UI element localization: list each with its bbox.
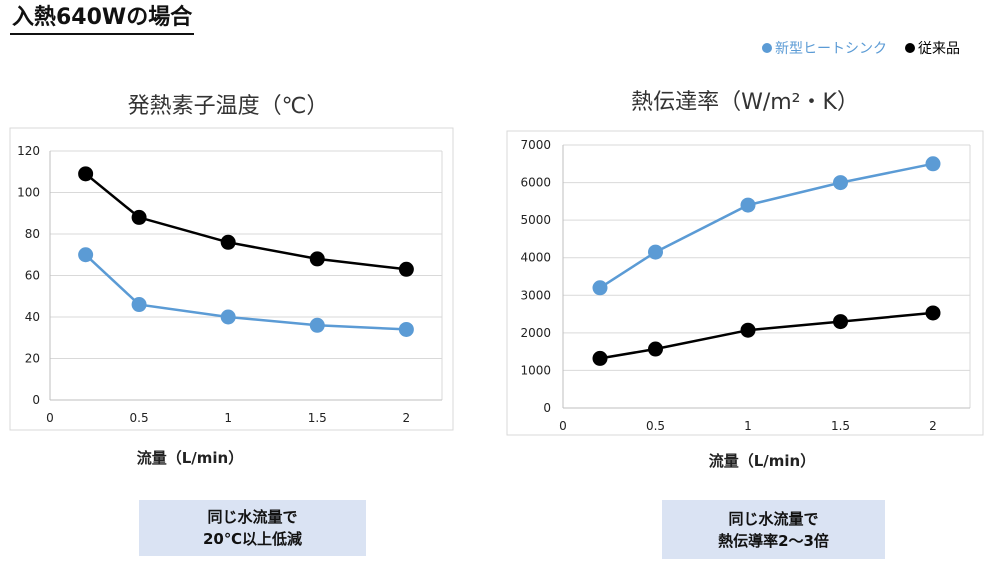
x-tick-label: 0 [46, 411, 54, 425]
note-line: 熱伝導率2～3倍 [718, 531, 829, 550]
note-box-heat-transfer: 同じ水流量で 熱伝導率2～3倍 [662, 500, 885, 559]
x-tick-label: 0.5 [130, 411, 149, 425]
x-tick-label: 0 [559, 419, 567, 433]
x-tick-label: 1 [744, 419, 752, 433]
y-tick-label: 6000 [520, 176, 551, 190]
data-point [78, 247, 94, 263]
x-tick-label: 0.5 [646, 419, 665, 433]
data-point [740, 197, 756, 213]
x-axis-label: 流量（L/min） [137, 449, 244, 467]
data-point [220, 234, 236, 250]
data-point [398, 321, 414, 337]
y-tick-label: 4000 [520, 251, 551, 265]
x-tick-label: 1 [224, 411, 232, 425]
data-point [833, 314, 848, 330]
data-point [398, 261, 414, 277]
data-point [925, 305, 941, 321]
data-point [833, 175, 848, 191]
y-tick-label: 60 [25, 269, 40, 283]
data-point [131, 297, 147, 313]
chart-frame [9, 127, 454, 431]
note-line: 同じ水流量で [207, 508, 298, 526]
y-tick-label: 0 [32, 393, 40, 407]
chart-title: 発熱素子温度（℃） [128, 94, 329, 119]
x-tick-label: 2 [403, 411, 411, 425]
note-line: 20℃以上低減 [202, 530, 303, 548]
data-point [592, 350, 608, 366]
legend: 新型ヒートシンク 従来品 [762, 38, 960, 58]
y-tick-label: 5000 [520, 213, 551, 227]
heat-transfer-chart: 熱伝達率（W/m²・K） 0 1000 2000 3000 4000 5000 6000 700… [506, 90, 984, 470]
data-point [309, 317, 325, 333]
page-heading: 入熱640Wの場合 [10, 4, 195, 35]
y-tick-label: 80 [25, 227, 40, 241]
y-tick-label: 120 [17, 144, 40, 158]
data-point [648, 341, 663, 357]
legend-dot-icon [905, 43, 915, 53]
note-box-temperature: 同じ水流量で 20℃以上低減 [139, 500, 366, 556]
legend-label: 新型ヒートシンク [775, 41, 887, 57]
y-tick-label: 7000 [520, 138, 551, 152]
y-tick-label: 0 [543, 401, 551, 415]
temperature-chart: 発熱素子温度（℃） 0 20 40 60 80 100 120 0 0.5 1 1.5 2 流量（L/mi… [9, 94, 454, 467]
series-line [84, 253, 407, 331]
y-tick-label: 20 [25, 352, 40, 366]
x-axis-label: 流量（L/min） [709, 452, 816, 470]
data-point [309, 251, 325, 267]
note-line: 同じ水流量で [728, 509, 819, 528]
x-tick-label: 2 [929, 419, 937, 433]
data-point [740, 322, 756, 338]
y-tick-label: 3000 [520, 288, 551, 302]
legend-item-conventional: 従来品 [905, 38, 960, 58]
data-point [78, 166, 94, 182]
y-tick-label: 100 [17, 186, 40, 200]
x-tick-label: 1.5 [308, 411, 327, 425]
data-point [648, 244, 663, 260]
data-point [220, 309, 236, 325]
y-tick-label: 2000 [520, 326, 551, 340]
chart-title: 熱伝達率（W/m²・K） [631, 90, 859, 115]
legend-label: 従来品 [918, 41, 960, 57]
x-tick-label: 1.5 [831, 419, 850, 433]
chart-frame [506, 130, 984, 436]
data-point [131, 209, 147, 225]
legend-dot-icon [762, 43, 772, 53]
y-tick-label: 40 [25, 310, 40, 324]
y-tick-label: 1000 [520, 363, 551, 377]
legend-item-new-heatsink: 新型ヒートシンク [762, 38, 887, 58]
data-point [925, 156, 941, 172]
data-point [592, 280, 608, 296]
